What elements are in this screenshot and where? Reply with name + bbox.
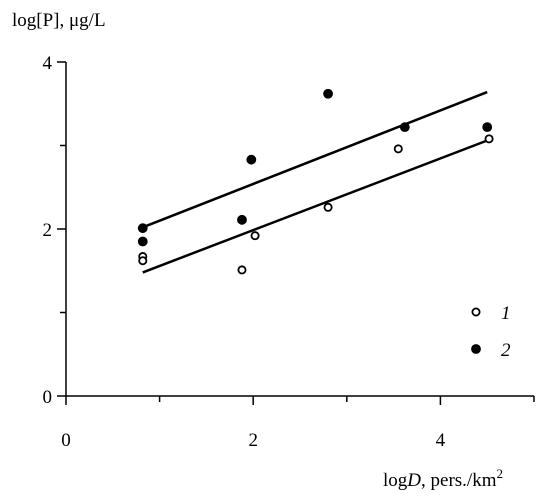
y-tick-label: 4	[43, 53, 53, 74]
trend-line-series-2	[142, 90, 488, 229]
data-point-series-1	[250, 231, 260, 241]
axes: 0 2 4 0 2 4	[43, 53, 535, 451]
data-point-series-1	[237, 265, 247, 275]
x-axis-title-variable: D	[406, 470, 421, 491]
data-point-series-2	[482, 122, 493, 133]
data-point-series-1	[484, 134, 494, 144]
legend-marker-series-1	[471, 307, 481, 317]
data-point-series-1	[138, 256, 148, 266]
legend: 12	[471, 303, 511, 361]
x-axis-title-prefix: log	[383, 470, 408, 491]
data-point-series-1	[393, 144, 403, 154]
y-tick-label: 0	[43, 387, 53, 408]
y-axis-title: log[P], μg/L	[12, 10, 106, 31]
legend-label-series-2: 2	[501, 340, 511, 361]
x-tick-label: 4	[436, 430, 446, 451]
x-axis-title-superscript: 2	[496, 466, 503, 481]
y-tick-label: 2	[43, 220, 53, 241]
x-axis-title: logD, pers./km2	[383, 466, 503, 491]
data-point-series-2	[137, 236, 148, 247]
x-tick-label: 0	[61, 430, 71, 451]
legend-label-series-1: 1	[501, 303, 511, 324]
data-point-series-2	[237, 214, 247, 225]
legend-marker-series-2	[471, 344, 481, 354]
trend-line-series-1	[142, 139, 488, 274]
data-points	[137, 88, 494, 275]
x-axis-title-suffix: , pers./km	[421, 470, 497, 491]
x-tick-label: 2	[248, 430, 258, 451]
data-point-series-1	[323, 202, 333, 212]
data-point-series-2	[246, 154, 257, 165]
data-point-series-2	[323, 88, 333, 99]
trend-lines	[142, 90, 488, 274]
data-point-series-2	[399, 122, 410, 133]
data-point-series-2	[137, 223, 148, 234]
